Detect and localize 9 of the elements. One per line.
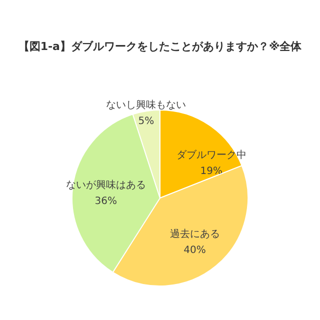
slice-label: 過去にある xyxy=(170,228,220,240)
data-label: 19% xyxy=(200,166,223,177)
slice-label: ないし興味もない xyxy=(106,99,186,112)
data-label: 36% xyxy=(94,196,117,208)
data-label: 5% xyxy=(138,116,154,128)
slice-label: ダブルワーク中 xyxy=(176,148,246,161)
chart-title: 【図1-a】ダブルワークをしたことがありますか？※全体 xyxy=(18,40,303,53)
data-label: 40% xyxy=(184,245,206,256)
slice-label: ないが興味はある xyxy=(66,179,146,192)
